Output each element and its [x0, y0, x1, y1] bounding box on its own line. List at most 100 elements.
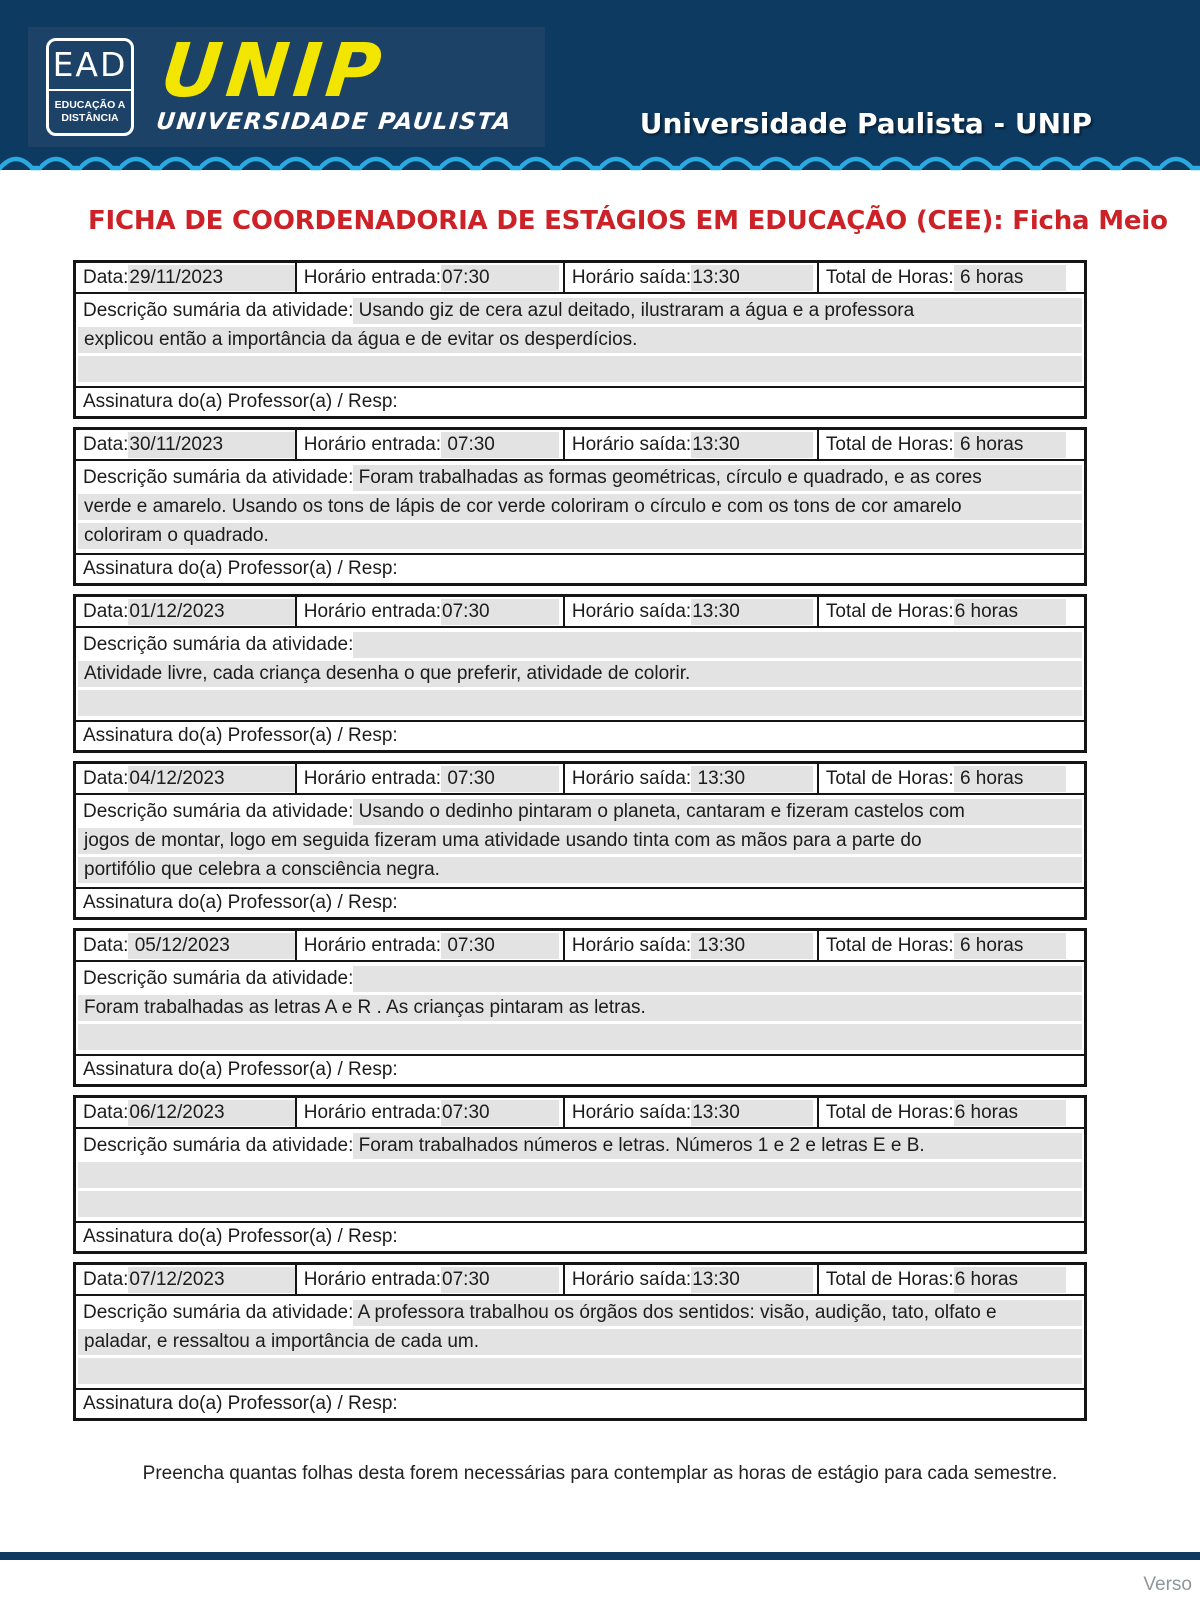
description-text: Usando o dedinho pintaram o planeta, can…	[353, 798, 1082, 825]
signature-row: Assinatura do(a) Professor(a) / Resp:	[76, 889, 1084, 917]
date-label: Data:	[83, 1101, 129, 1123]
description-text: jogos de montar, logo em seguida fizeram…	[78, 827, 1082, 854]
entry-header-row: Data: 04/12/2023 Horário entrada: 07:30 Hor…	[76, 764, 1084, 795]
signature-label: Assinatura do(a) Professor(a) / Resp:	[83, 1226, 398, 1247]
entry-time-cell: Horário entrada: 07:30	[297, 1265, 565, 1294]
description-line	[76, 355, 1084, 384]
entry-header-row: Data: 01/12/2023 Horário entrada: 07:30 Horá…	[76, 597, 1084, 628]
page-header: EAD EDUCAÇÃO A DISTÂNCIA UNIP UNIVERSIDA…	[0, 0, 1200, 171]
signature-label: Assinatura do(a) Professor(a) / Resp:	[83, 1059, 398, 1080]
description-line	[76, 1357, 1084, 1386]
total-hours-value: 6 horas	[953, 264, 1066, 291]
entry-time-label: Horário entrada:	[303, 266, 442, 288]
total-hours-label: Total de Horas:	[825, 934, 954, 956]
date-label: Data:	[83, 266, 129, 288]
entry-time-cell: Horário entrada: 07:30	[297, 1098, 565, 1127]
exit-time-cell: Horário saída: 13:30	[565, 263, 819, 292]
exit-time-value: 13:30	[691, 765, 814, 792]
date-cell: Data: 04/12/2023	[76, 764, 297, 793]
unip-logo: UNIP UNIVERSIDADE PAULISTA	[154, 28, 521, 136]
total-hours-value: 6 horas	[953, 1099, 1066, 1126]
description-line: Descrição sumária da atividade: Foram tr…	[76, 463, 1084, 492]
total-hours-value: 6 horas	[953, 1266, 1066, 1293]
total-hours-label: Total de Horas:	[825, 433, 954, 455]
description-line: Descrição sumária da atividade: A profes…	[76, 1298, 1084, 1327]
exit-time-cell: Horário saída: 13:30	[565, 764, 819, 793]
signature-label: Assinatura do(a) Professor(a) / Resp:	[83, 391, 398, 412]
entry-header-row: Data: 07/12/2023 Horário entrada: 07:30 Horá…	[76, 1265, 1084, 1296]
description-text: A professora trabalhou os órgãos dos sen…	[353, 1299, 1082, 1326]
signature-label: Assinatura do(a) Professor(a) / Resp:	[83, 892, 398, 913]
entry-time-label: Horário entrada:	[303, 600, 442, 622]
description-text	[78, 1191, 1082, 1218]
description-label: Descrição sumária da atividade:	[83, 967, 354, 989]
entry-time-cell: Horário entrada: 07:30	[297, 764, 565, 793]
date-label: Data:	[83, 934, 129, 956]
exit-time-cell: Horário saída: 13:30	[565, 597, 819, 626]
stage-log-entry: Data: 05/12/2023 Horário entrada: 07:30 Ho…	[73, 928, 1087, 1087]
description-text: Foram trabalhadas as formas geométricas,…	[353, 464, 1082, 491]
description-line: Descrição sumária da atividade: Usando o…	[76, 797, 1084, 826]
total-hours-cell: Total de Horas: 6 horas	[819, 597, 1084, 626]
date-value: 01/12/2023	[128, 598, 295, 625]
unip-logo-subtitle: UNIVERSIDADE PAULISTA	[154, 109, 514, 136]
exit-time-value: 13:30	[691, 598, 814, 625]
signature-row: Assinatura do(a) Professor(a) / Resp:	[76, 1056, 1084, 1084]
description-text	[78, 1024, 1082, 1051]
entry-header-row: Data: 30/11/2023 Horário entrada: 07:30 Hor…	[76, 430, 1084, 461]
total-hours-cell: Total de Horas: 6 horas	[819, 1098, 1084, 1127]
exit-time-value: 13:30	[691, 1266, 814, 1293]
description-label: Descrição sumária da atividade:	[83, 1134, 354, 1156]
date-value: 06/12/2023	[128, 1099, 295, 1126]
total-hours-cell: Total de Horas: 6 horas	[819, 430, 1084, 459]
description-label: Descrição sumária da atividade:	[83, 466, 354, 488]
entry-time-label: Horário entrada:	[303, 433, 442, 455]
description-text	[78, 1358, 1082, 1385]
total-hours-value: 6 horas	[953, 765, 1066, 792]
description-row: Descrição sumária da atividade: Usando g…	[76, 294, 1084, 388]
exit-time-label: Horário saída:	[571, 767, 692, 789]
signature-row: Assinatura do(a) Professor(a) / Resp:	[76, 722, 1084, 750]
entry-header-row: Data: 29/11/2023 Horário entrada: 07:30 Horá…	[76, 263, 1084, 294]
total-hours-cell: Total de Horas: 6 horas	[819, 1265, 1084, 1294]
exit-time-label: Horário saída:	[571, 1101, 692, 1123]
entry-time-value: 07:30	[441, 1266, 560, 1293]
description-row: Descrição sumária da atividade: A profes…	[76, 1296, 1084, 1390]
entry-time-label: Horário entrada:	[303, 767, 442, 789]
signature-row: Assinatura do(a) Professor(a) / Resp:	[76, 555, 1084, 583]
exit-time-cell: Horário saída: 13:30	[565, 931, 819, 960]
description-label: Descrição sumária da atividade:	[83, 800, 354, 822]
stage-log-entry: Data: 01/12/2023 Horário entrada: 07:30 Horá…	[73, 594, 1087, 753]
description-text	[78, 690, 1082, 717]
entry-header-row: Data: 05/12/2023 Horário entrada: 07:30 Ho…	[76, 931, 1084, 962]
date-value: 30/11/2023	[128, 431, 295, 458]
signature-row: Assinatura do(a) Professor(a) / Resp:	[76, 1223, 1084, 1251]
description-text: Foram trabalhados números e letras. Núme…	[353, 1132, 1082, 1159]
exit-time-value: 13:30	[691, 264, 814, 291]
ead-logo-title: EAD	[49, 41, 131, 91]
footer-bar-decoration	[0, 1552, 1200, 1560]
signature-row: Assinatura do(a) Professor(a) / Resp:	[76, 1390, 1084, 1418]
footer-note: Preencha quantas folhas desta forem nece…	[142, 1463, 1058, 1484]
signature-label: Assinatura do(a) Professor(a) / Resp:	[83, 558, 398, 579]
description-text: portifólio que celebra a consciência neg…	[78, 857, 1082, 884]
description-line	[76, 1023, 1084, 1052]
entry-time-value: 07:30	[441, 932, 560, 959]
description-row: Descrição sumária da atividade: Usando o…	[76, 795, 1084, 889]
entry-time-value: 07:30	[441, 264, 560, 291]
date-cell: Data: 07/12/2023	[76, 1265, 297, 1294]
exit-time-value: 13:30	[691, 932, 814, 959]
stage-log-entry: Data: 30/11/2023 Horário entrada: 07:30 Hor…	[73, 427, 1087, 586]
exit-time-label: Horário saída:	[571, 600, 692, 622]
date-cell: Data: 06/12/2023	[76, 1098, 297, 1127]
date-label: Data:	[83, 433, 129, 455]
description-line: coloriram o quadrado.	[76, 522, 1084, 551]
date-label: Data:	[83, 767, 129, 789]
entry-time-cell: Horário entrada: 07:30	[297, 263, 565, 292]
entry-time-cell: Horário entrada: 07:30	[297, 597, 565, 626]
description-text: Usando giz de cera azul deitado, ilustra…	[353, 297, 1082, 324]
description-text	[353, 631, 1082, 658]
entry-time-label: Horário entrada:	[303, 1101, 442, 1123]
entry-time-value: 07:30	[441, 598, 560, 625]
